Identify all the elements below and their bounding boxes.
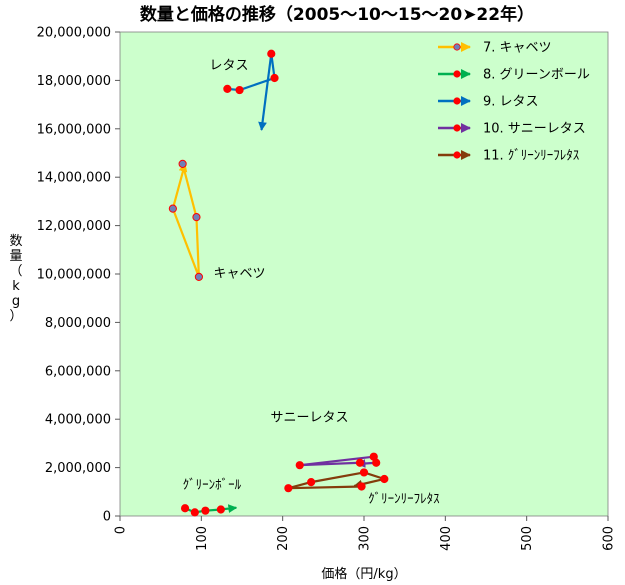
x-tick-label: 200 (276, 526, 291, 551)
series-segment (310, 471, 365, 484)
y-tick-label: 12,000,000 (37, 219, 111, 234)
data-point (180, 504, 190, 513)
y-tick-label: 2,000,000 (45, 461, 111, 476)
data-point (194, 272, 203, 282)
series-segment (171, 162, 188, 209)
data-point (307, 478, 316, 487)
series-annotation: サニーレタス (270, 411, 348, 426)
x-axis-ticks: 0 100 200 300 400 500 600 (114, 516, 617, 551)
y-tick-label: 6,000,000 (45, 364, 111, 379)
data-point (372, 458, 381, 467)
legend-item: 8. グリーンボール (438, 68, 590, 83)
data-point (380, 474, 389, 484)
y-tick-label: 4,000,000 (45, 413, 111, 428)
series-layer (168, 49, 389, 517)
y-axis-title-char: g (12, 294, 20, 309)
data-point (168, 204, 177, 213)
series-annotation: レタス (209, 59, 248, 74)
legend-marker (453, 70, 461, 78)
legend-marker (453, 97, 461, 105)
chart-title: 数量と価格の推移（2005〜10〜15〜20➤22年） (140, 4, 534, 25)
data-point (295, 461, 304, 470)
legend-marker (453, 151, 461, 159)
legend-item: 11. ｸﾞﾘｰﾝﾘｰﾌﾚﾀｽ (438, 149, 580, 164)
data-point (223, 84, 232, 93)
y-tick-label: 18,000,000 (37, 74, 111, 89)
legend-item: 9. レタス (438, 95, 539, 110)
data-point (270, 73, 279, 83)
x-tick-label: 100 (195, 526, 210, 551)
x-tick-label: 600 (602, 526, 617, 551)
legend-label: 9. レタス (483, 95, 539, 110)
series-3 (223, 49, 279, 131)
series-segment (171, 208, 200, 278)
series-annotation: ｸﾞﾘｰﾝﾎﾞｰﾙ (183, 478, 242, 493)
series-2 (180, 504, 238, 517)
data-point (192, 213, 201, 222)
x-tick-label: 300 (358, 526, 373, 551)
y-axis-title-char: 数 (9, 234, 22, 249)
y-tick-label: 10,000,000 (37, 268, 111, 283)
y-tick-label: 0 (103, 510, 111, 525)
legend-item: 10. サニーレタス (438, 122, 586, 137)
series-segment (258, 53, 273, 131)
y-tick-label: 14,000,000 (37, 171, 111, 186)
x-axis-title: 価格（円/kg） (321, 566, 406, 582)
series-5 (284, 468, 389, 493)
y-axis-title-char: ） (9, 309, 22, 324)
legend-marker (453, 43, 461, 51)
y-axis-title: 数量（ k g） (9, 234, 22, 324)
legend-marker (453, 124, 461, 132)
legend-item: 7. キャベツ (438, 41, 552, 56)
x-tick-label: 500 (520, 526, 535, 551)
series-annotation: キャベツ (214, 267, 266, 282)
data-point (267, 49, 276, 58)
legend-label: 11. ｸﾞﾘｰﾝﾘｰﾌﾚﾀｽ (483, 149, 580, 164)
legend: 7. キャベツ 8. グリーンボール 9. レタス 10. サニーレタス 11. ｸﾞﾘ… (438, 41, 590, 164)
series-segment (195, 217, 200, 277)
y-tick-label: 8,000,000 (45, 316, 111, 331)
legend-label: 10. サニーレタス (483, 122, 586, 137)
series-annotation: ｸﾞﾘｰﾝﾘｰﾌﾚﾀｽ (368, 492, 440, 507)
series-4 (295, 452, 381, 470)
data-point (235, 85, 244, 95)
data-point (355, 458, 365, 467)
series-1 (168, 159, 203, 282)
legend-label: 8. グリーンボール (483, 68, 590, 83)
y-axis-ticks: 0 2,000,000 4,000,000 6,000,000 8,000,000 10,… (37, 26, 120, 525)
data-point (190, 508, 199, 517)
y-axis-title-char: 量 (9, 249, 22, 264)
data-point (216, 505, 225, 514)
y-axis-title-char: （ (9, 264, 22, 279)
data-point (357, 482, 366, 491)
series-segment (299, 455, 374, 467)
y-tick-label: 16,000,000 (37, 122, 111, 137)
data-point (284, 484, 293, 493)
x-tick-label: 0 (114, 526, 129, 534)
data-point (178, 159, 187, 168)
series-segment (181, 163, 198, 218)
series-segment (288, 485, 362, 490)
legend-label: 7. キャベツ (483, 41, 552, 56)
y-axis-title-char: k (12, 279, 20, 294)
data-point (359, 468, 369, 477)
data-point (201, 506, 210, 515)
y-tick-label: 20,000,000 (37, 26, 111, 41)
x-tick-label: 400 (439, 526, 454, 551)
